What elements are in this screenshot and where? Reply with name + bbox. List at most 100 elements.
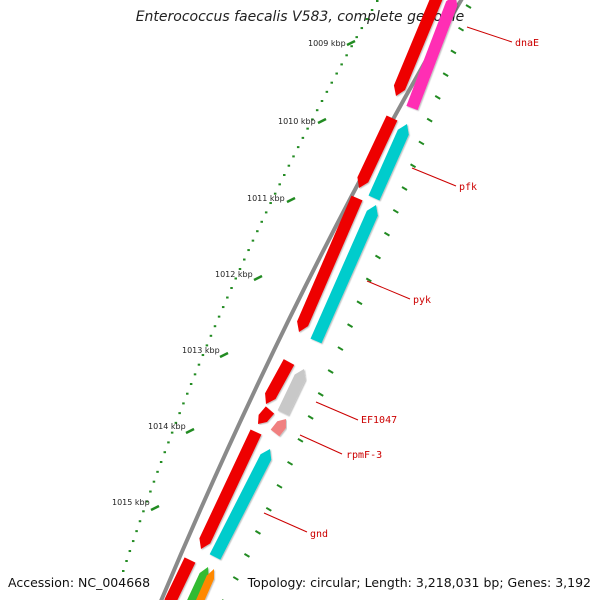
minor-tick-dot bbox=[149, 490, 152, 493]
minor-tick-dot bbox=[355, 36, 358, 39]
minor-tick-dot bbox=[260, 220, 263, 223]
minor-tick-dot bbox=[345, 54, 348, 57]
gene-leader-line bbox=[411, 167, 457, 187]
minor-tick-dot bbox=[301, 136, 305, 139]
minor-tick-dot bbox=[182, 402, 185, 405]
map-title: Enterococcus faecalis V583, complete gen… bbox=[135, 9, 465, 25]
minor-tick-dash bbox=[442, 72, 449, 78]
minor-tick-dot bbox=[221, 306, 225, 309]
kbp-ticks: 1009 kbp 1010 kbp 1011 kbp 1012 kbp 1013… bbox=[112, 39, 356, 512]
gene-leader-line bbox=[315, 401, 359, 421]
minor-tick-dot bbox=[365, 18, 369, 21]
kbp-tick-mark bbox=[219, 351, 229, 359]
minor-tick-dot bbox=[306, 127, 309, 130]
minor-tick-dash bbox=[465, 4, 472, 9]
topology-text: Topology: circular; Length: 3,218,031 bp… bbox=[247, 575, 591, 590]
minor-tick-dash bbox=[401, 186, 408, 191]
minor-tick-dot bbox=[156, 470, 159, 473]
minor-tick-dot bbox=[189, 383, 193, 386]
minor-tick-dash bbox=[410, 163, 417, 169]
minor-tick-dash bbox=[232, 576, 239, 581]
minor-tick-dot bbox=[135, 530, 138, 533]
minor-tick-dot bbox=[376, 0, 379, 2]
minor-tick-dot bbox=[292, 155, 295, 158]
gene-leader-line bbox=[299, 434, 343, 455]
minor-tick-dot bbox=[186, 392, 189, 395]
minor-tick-dot bbox=[152, 480, 156, 483]
minor-tick-dot bbox=[125, 560, 128, 563]
dnaE-reverse-arrow bbox=[406, 0, 458, 111]
minor-tick-dash bbox=[347, 323, 354, 328]
minor-tick-dash bbox=[356, 300, 363, 306]
minor-tick-dot bbox=[170, 431, 174, 434]
kbp-tick-mark bbox=[346, 39, 356, 47]
EF1047-reverse-arrow bbox=[277, 369, 306, 416]
rpmF3-forward-arrow bbox=[258, 406, 275, 424]
minor-tick-dot bbox=[273, 192, 277, 195]
minor-tick-dot bbox=[213, 325, 217, 328]
minor-tick-dash bbox=[254, 529, 261, 535]
minor-tick-dot bbox=[159, 461, 163, 464]
kbp-tick-mark bbox=[150, 504, 160, 512]
minor-tick-dot bbox=[145, 500, 149, 503]
lower-orange-arrow bbox=[196, 569, 215, 600]
kbp-tick-label: 1015 kbp bbox=[112, 498, 150, 507]
pfk-forward-arrow bbox=[357, 115, 398, 188]
pyk-forward-arrow bbox=[297, 195, 363, 332]
minor-tick-dot bbox=[167, 441, 170, 444]
gnd-forward-arrow bbox=[199, 429, 262, 549]
rpmF3-reverse-arrow bbox=[270, 419, 286, 437]
minor-tick-dot bbox=[163, 451, 167, 454]
minor-tick-dot bbox=[193, 373, 197, 376]
minor-tick-dot bbox=[340, 63, 343, 66]
gene-arrows bbox=[164, 0, 458, 600]
minor-tick-dot bbox=[296, 146, 300, 149]
minor-tick-dot bbox=[131, 540, 135, 543]
minor-tick-dash bbox=[265, 506, 272, 512]
pfk-reverse-arrow bbox=[368, 124, 409, 201]
tick-dots bbox=[122, 0, 379, 572]
minor-tick-dot bbox=[209, 334, 213, 337]
gene-label: rpmF-3 bbox=[346, 450, 382, 461]
minor-tick-dash bbox=[307, 415, 314, 420]
minor-tick-dot bbox=[350, 45, 353, 48]
kbp-tick-mark bbox=[253, 274, 263, 282]
minor-tick-dot bbox=[287, 164, 291, 167]
minor-tick-dot bbox=[315, 109, 319, 112]
minor-tick-dash bbox=[450, 49, 457, 55]
minor-tick-dot bbox=[247, 249, 250, 252]
gene-leader-line bbox=[366, 280, 411, 300]
gene-leader-line bbox=[466, 26, 513, 43]
minor-tick-dot bbox=[325, 90, 329, 93]
gene-label: pfk bbox=[459, 182, 477, 193]
gene-leader-line bbox=[263, 512, 308, 533]
minor-tick-dot bbox=[174, 421, 178, 424]
minor-tick-dot bbox=[256, 230, 259, 233]
minor-tick-dash bbox=[317, 392, 324, 397]
gene-labels: dnaE pfk pyk EF1047 rpmF-3 gnd bbox=[263, 26, 539, 540]
minor-tick-dot bbox=[251, 239, 255, 242]
gene-label: dnaE bbox=[515, 38, 539, 49]
minor-tick-dot bbox=[138, 520, 142, 523]
minor-tick-dot bbox=[269, 202, 272, 205]
kbp-tick-label: 1014 kbp bbox=[148, 422, 186, 431]
minor-tick-dash bbox=[337, 346, 344, 351]
minor-tick-dash bbox=[365, 277, 372, 283]
kbp-tick-label: 1011 kbp bbox=[247, 194, 285, 203]
minor-tick-dot bbox=[178, 412, 181, 415]
kbp-tick-label: 1009 kbp bbox=[308, 39, 346, 48]
minor-tick-dash bbox=[374, 254, 381, 260]
accession-text: Accession: NC_004668 bbox=[8, 575, 151, 590]
minor-tick-dot bbox=[205, 344, 209, 347]
minor-tick-dot bbox=[234, 277, 237, 280]
gene-label: pyk bbox=[413, 295, 431, 306]
minor-tick-dot bbox=[230, 287, 233, 290]
kbp-tick-label: 1010 kbp bbox=[278, 117, 316, 126]
minor-tick-dash bbox=[287, 460, 294, 466]
gnd-reverse-arrow bbox=[209, 449, 272, 560]
minor-tick-dot bbox=[283, 174, 286, 177]
minor-tick-dot bbox=[335, 72, 338, 75]
minor-tick-dot bbox=[320, 100, 324, 103]
minor-tick-dot bbox=[311, 118, 314, 121]
